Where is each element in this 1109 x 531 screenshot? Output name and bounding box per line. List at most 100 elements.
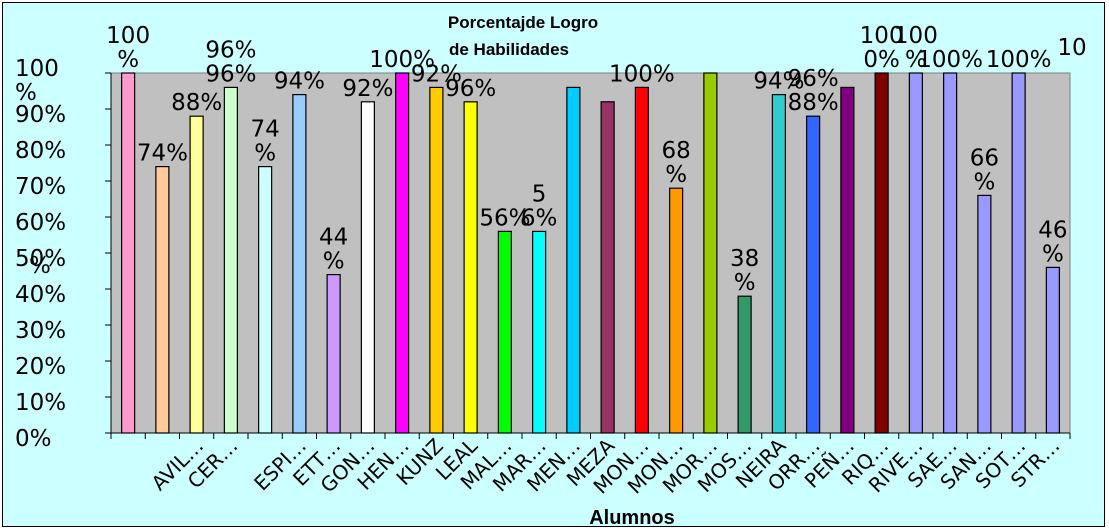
data-label-line: % — [117, 47, 139, 73]
bar — [223, 86, 238, 434]
bar — [600, 101, 615, 434]
bar — [121, 72, 136, 434]
data-label-line: 100 — [106, 23, 150, 49]
data-label: 100% — [894, 23, 938, 73]
y-tick-label-line: 40% — [15, 282, 66, 308]
data-label: 94% — [274, 69, 325, 95]
bar — [1011, 72, 1026, 434]
y-tick-label-line: 100 — [15, 56, 59, 82]
bars — [121, 72, 1060, 434]
data-label: 96% 88% — [788, 66, 839, 116]
data-label-line: 100% — [369, 47, 435, 73]
data-label-line: 5 — [532, 181, 547, 207]
y-tick-label-line: 60% — [15, 210, 66, 236]
bar — [326, 274, 341, 434]
data-label-line: 74 — [250, 117, 279, 143]
bar — [634, 86, 649, 434]
bar — [771, 93, 786, 434]
bar — [908, 72, 923, 434]
bar — [429, 86, 444, 434]
data-label-line: % — [905, 47, 927, 73]
y-tick-label: 10% — [15, 390, 66, 416]
x-tick-labels: AVIL…CER… ESPI…ETT…GON…HEN…KUNZLEALMAL…MA… — [147, 433, 1065, 499]
bar — [360, 101, 375, 434]
data-label-line: % — [734, 270, 756, 296]
y-tick-label: 70% — [15, 174, 66, 200]
bar — [806, 115, 821, 434]
data-label: 96% — [445, 76, 496, 102]
data-label-line: 94% — [753, 69, 804, 95]
data-label: 100% — [369, 47, 435, 73]
bar — [532, 230, 547, 434]
bar — [977, 194, 992, 434]
data-label-line: 88% — [171, 90, 222, 116]
data-label-line: 96% — [788, 66, 839, 92]
y-tick-labels: 0%10%20%30%40%50%60%70%80%90%100% — [15, 56, 66, 452]
y-tick-label: 90% — [15, 102, 66, 128]
bar — [737, 295, 752, 434]
bar — [258, 166, 273, 434]
bar — [943, 72, 958, 434]
data-label-line: 96% — [445, 76, 496, 102]
y-tick-label-line: 10% — [15, 390, 66, 416]
data-label: 92% — [342, 76, 393, 102]
y-tick-label-line: 90% — [15, 102, 66, 128]
y-tick-label-line: 0% — [15, 426, 52, 452]
bar — [669, 187, 684, 434]
data-label-line: 38 — [730, 246, 759, 272]
chart-title-line1: Porcentajde Logro — [448, 13, 598, 32]
y-tick-label: 100% — [15, 56, 59, 106]
data-label: 100% — [106, 23, 150, 73]
y-axis-label: % — [29, 253, 51, 279]
bar — [840, 86, 855, 434]
bar — [566, 86, 581, 434]
data-label-line: % — [665, 162, 687, 188]
data-label: 96% 96% — [205, 37, 256, 87]
data-label-line: 100% — [609, 61, 675, 87]
bar — [292, 93, 307, 434]
data-label-line: 56% — [479, 205, 530, 231]
y-tick-label-line: 20% — [15, 354, 66, 380]
data-labels: 100 %74%88%96% 96%74 %94%44 %92%100%92%96%56… — [106, 23, 1086, 296]
bar — [1045, 266, 1060, 434]
data-label: 100% — [917, 47, 983, 73]
data-label-line: 68 — [661, 138, 690, 164]
data-label: 44% — [319, 225, 348, 275]
y-tick-label: 40% — [15, 282, 66, 308]
bar — [189, 115, 204, 434]
data-label-line: 100% — [917, 47, 983, 73]
bar — [155, 166, 170, 434]
y-tick-label: 60% — [15, 210, 66, 236]
data-label-line: 96% — [205, 37, 256, 63]
data-label-line: 6% — [521, 205, 558, 231]
data-label-line: % — [1042, 241, 1064, 267]
chart-title-line2: de Habilidades — [449, 40, 569, 59]
bar — [395, 72, 410, 434]
data-label-line: 66 — [970, 145, 999, 171]
data-label-line: 100 — [860, 23, 904, 49]
y-tick-label: 30% — [15, 318, 66, 344]
data-label: 88% — [171, 90, 222, 116]
data-label: 100% — [986, 47, 1052, 73]
data-label-line: 46 — [1038, 217, 1067, 243]
data-label: 100% — [609, 61, 675, 87]
y-tick-label: 50% — [15, 246, 66, 272]
data-label: 92% — [411, 61, 462, 87]
data-label: 38% — [730, 246, 759, 296]
y-tick-label: 80% — [15, 138, 66, 164]
data-label-line: 44 — [319, 225, 348, 251]
x-axis-label: Alumnos — [589, 507, 675, 528]
data-label: 74% — [137, 141, 188, 167]
data-label: 10 — [1057, 35, 1086, 61]
bar-chart: 100 %74%88%96% 96%74 %94%44 %92%100%92%96%56… — [15, 13, 1087, 528]
y-tick-label-line: 50% — [15, 246, 66, 272]
y-tick-label: 20% — [15, 354, 66, 380]
data-label-line: 74% — [137, 141, 188, 167]
y-tick-label-line: 80% — [15, 138, 66, 164]
data-label: 68% — [661, 138, 690, 188]
data-label-line: 100% — [986, 47, 1052, 73]
bar — [463, 101, 478, 434]
y-tick-label-line: % — [15, 80, 37, 106]
data-label-line: 0% — [863, 47, 900, 73]
